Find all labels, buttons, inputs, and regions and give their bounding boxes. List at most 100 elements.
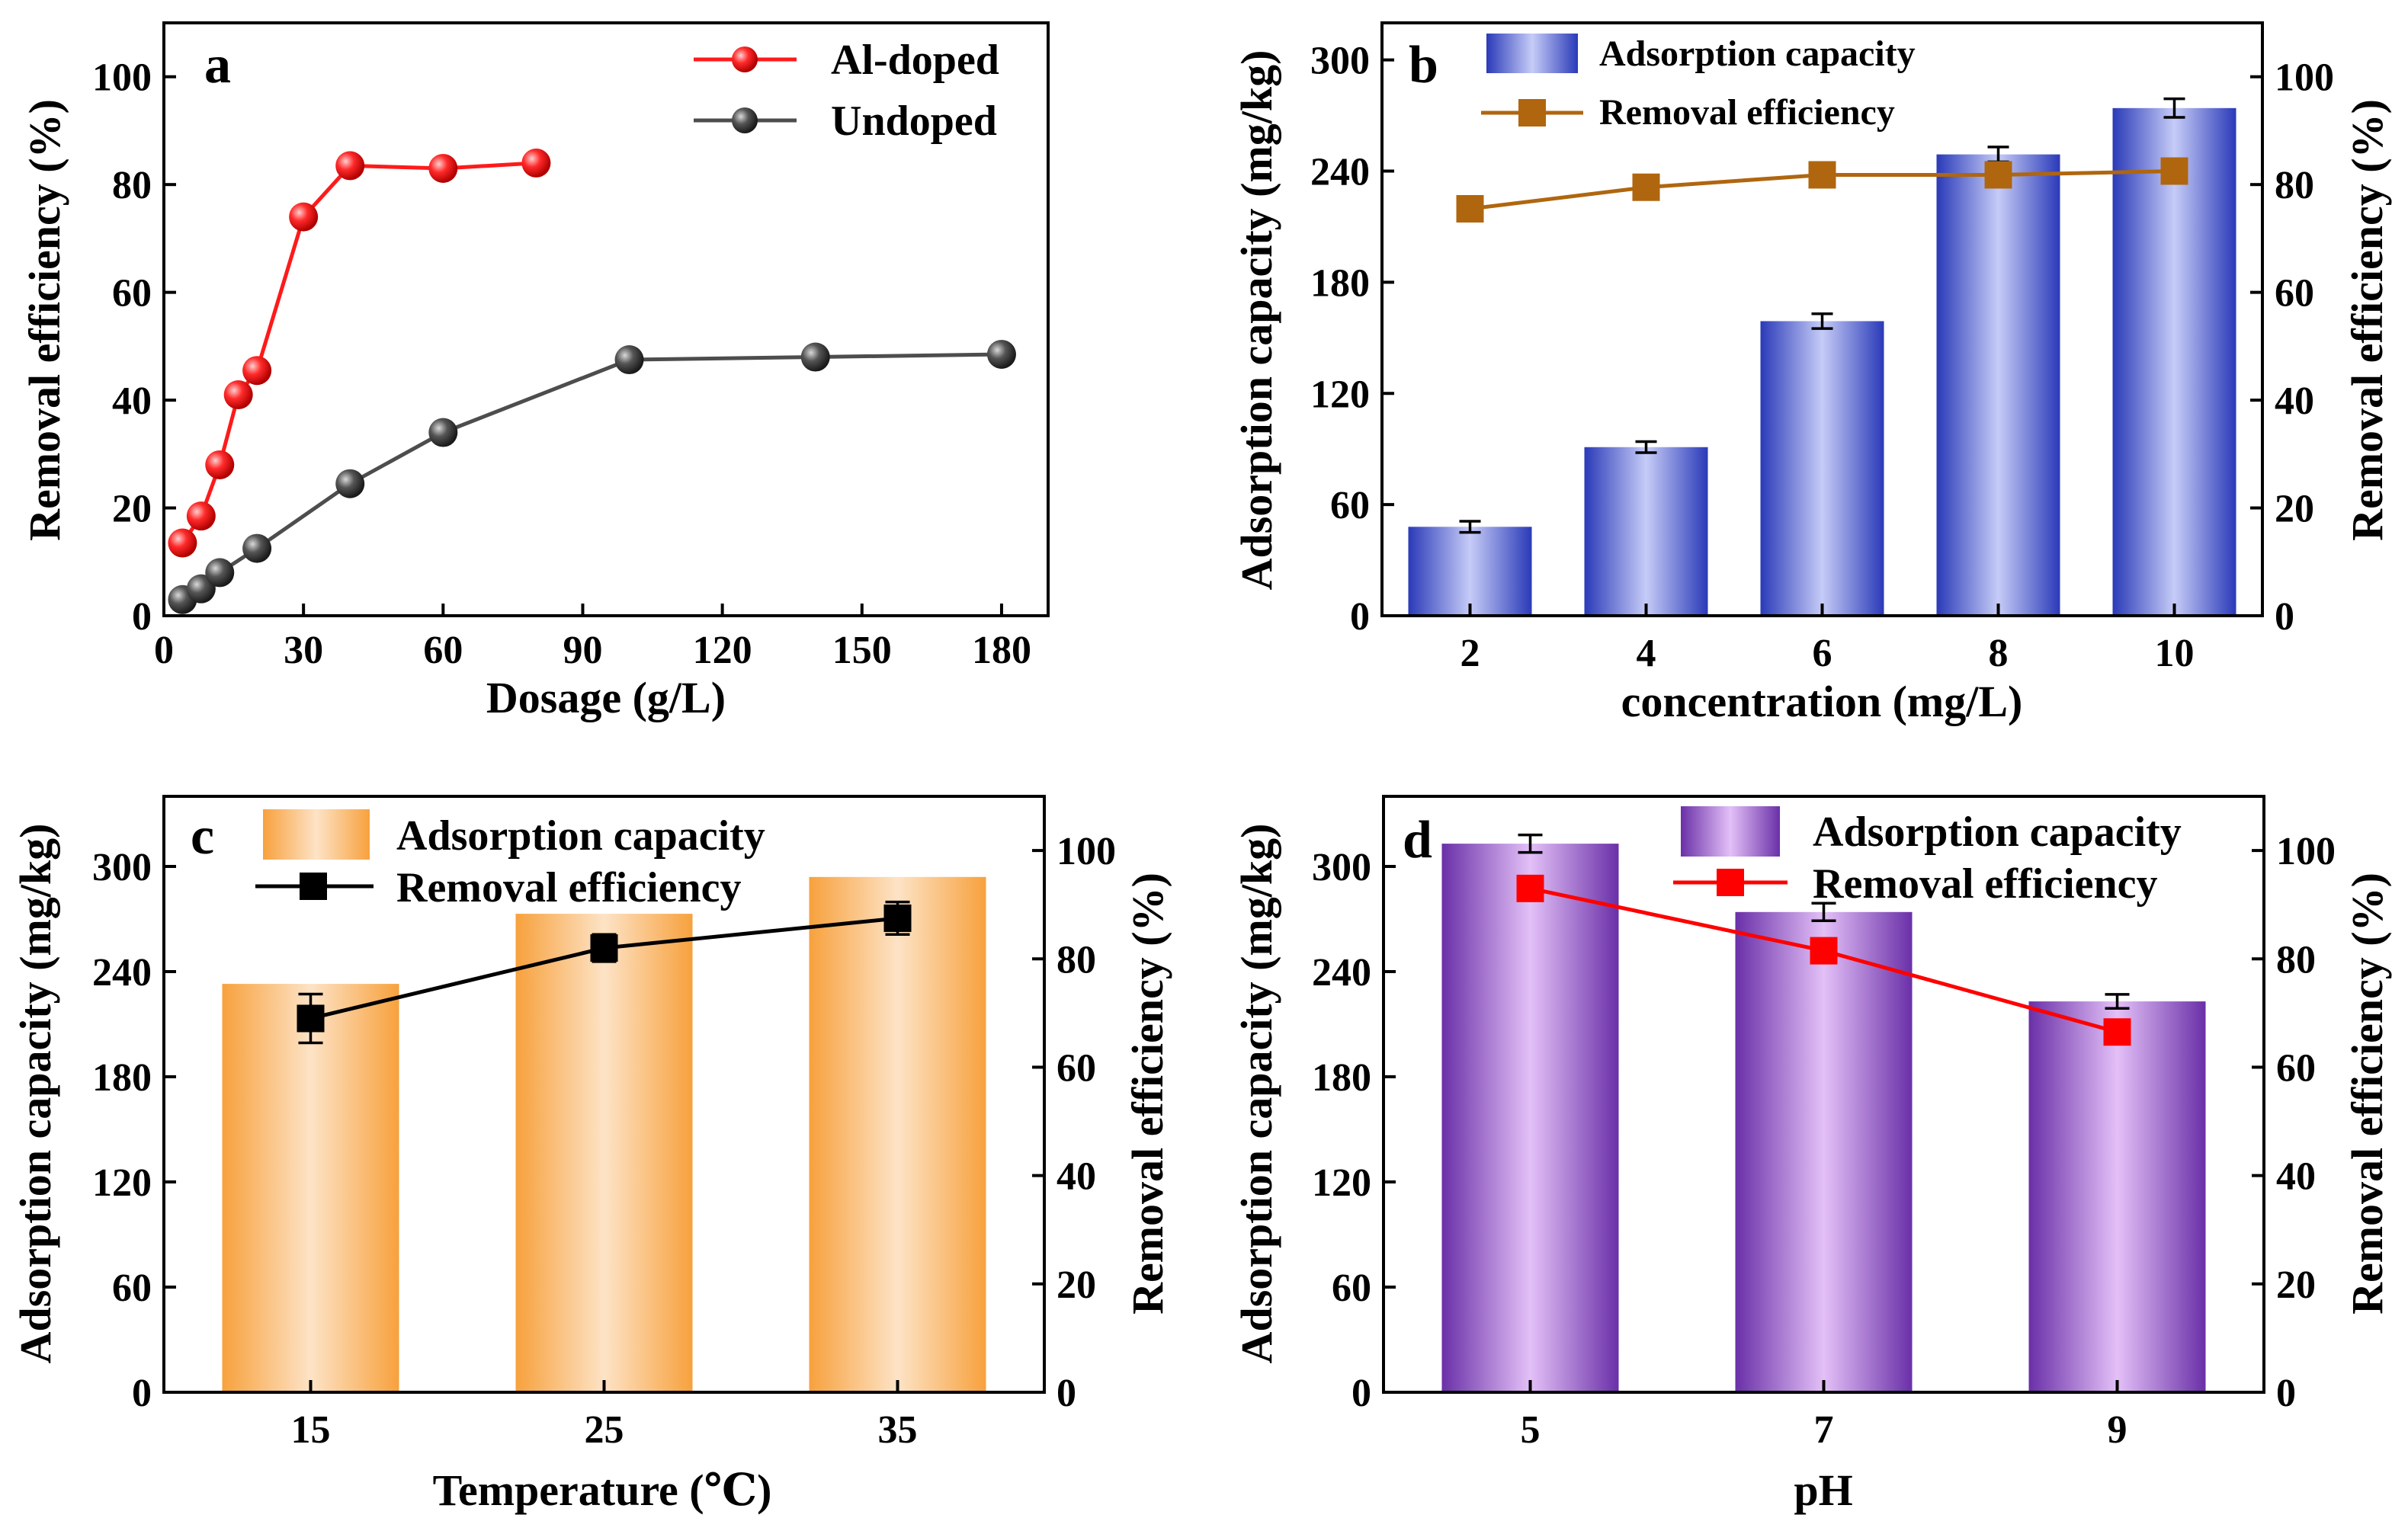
panel-b-efficiency-point [1456, 195, 1484, 223]
panel-b-bar [1760, 321, 1884, 616]
series-undoped-point [335, 469, 365, 498]
legend-al-doped-label: Al-doped [831, 37, 999, 84]
panel-c-y2-tick-label: 80 [1057, 938, 1096, 982]
series-undoped-point [986, 339, 1016, 369]
panel-c-efficiency-point [297, 1004, 325, 1033]
panel-b-bar [1584, 447, 1708, 616]
legend-c-bar-swatch [263, 809, 370, 860]
panel-c-xlabel: Temperature (℃) [433, 1465, 772, 1515]
panel-c-x-tick-label: 35 [878, 1408, 918, 1452]
panel-d-y-tick-label: 300 [1312, 846, 1371, 889]
panel-a-x-tick-label: 120 [693, 629, 752, 672]
panel-b-y-tick-label: 120 [1310, 373, 1370, 416]
panel-a-x-tick-label: 150 [832, 629, 892, 672]
panel-c-ylabel: Adsorption capacity (mg/kg) [11, 824, 60, 1364]
series-al-doped-point [223, 380, 253, 410]
panel-a-y-tick-label: 40 [112, 379, 152, 423]
panel-b-x-tick-label: 8 [1989, 632, 2009, 675]
panel-a-frame [162, 21, 1050, 617]
panel-c-efficiency-point [590, 934, 618, 962]
panel-d-bar [2028, 1001, 2206, 1392]
panel-d: d 5 7 9 0 60 120 180 240 300 0 20 40 60 80 100 pH Ad… [1232, 795, 2392, 1515]
panel-c-y-tick-label: 300 [92, 846, 152, 889]
panel-d-y2-tick-label: 60 [2276, 1046, 2316, 1090]
panel-b-x-ticks: 2 4 6 8 10 [1461, 604, 2195, 675]
panel-a-x-tick-label: 30 [284, 629, 323, 672]
panel-b-x-tick-label: 10 [2155, 632, 2195, 675]
panel-d-label: d [1403, 811, 1432, 869]
panel-a-y-tick-label: 80 [112, 164, 152, 207]
panel-d-y-tick-label: 60 [1332, 1267, 1371, 1310]
panel-a-x-tick-label: 0 [154, 629, 174, 672]
panel-d-y2label: Removal efficiency (%) [2342, 873, 2392, 1315]
legend-b-bar-swatch [1486, 34, 1578, 73]
panel-c-y2-tick-label: 0 [1057, 1372, 1076, 1415]
panel-b-xlabel: concentration (mg/L) [1621, 677, 2023, 726]
legend-undoped-label: Undoped [831, 98, 997, 145]
panel-c-x-tick-label: 15 [291, 1408, 331, 1452]
panel-a-y-tick-label: 100 [92, 56, 152, 100]
panel-c-y-tick-label: 240 [92, 951, 152, 994]
panel-d-xlabel: pH [1794, 1465, 1852, 1515]
panel-c-y-tick-label: 180 [92, 1056, 152, 1100]
panel-c-y2-tick-label: 100 [1057, 830, 1116, 873]
panel-b-plot [1408, 97, 2236, 616]
panel-c-y2-tick-label: 20 [1057, 1263, 1096, 1307]
panel-a-x-ticks: 0 30 60 90 120 150 180 [154, 604, 1031, 672]
panel-c-x-tick-label: 25 [585, 1408, 624, 1452]
series-al-doped-point [168, 528, 197, 558]
panel-c-y2-tick-label: 60 [1057, 1046, 1096, 1090]
panel-c-y2label: Removal efficiency (%) [1123, 873, 1172, 1315]
series-undoped-point [800, 342, 830, 372]
panel-d-y2-tick-label: 20 [2276, 1263, 2316, 1307]
panel-a: a 0 30 60 90 120 150 180 0 20 40 60 80 100 Dosage (… [20, 21, 1050, 722]
panel-d-y2-tick-label: 40 [2276, 1155, 2316, 1199]
panel-a-x-tick-label: 60 [423, 629, 463, 672]
panel-b-bar [2112, 107, 2236, 616]
panel-c-y-tick-label: 0 [132, 1372, 152, 1415]
series-al-doped-point [428, 153, 458, 183]
panel-b-x-tick-label: 4 [1637, 632, 1656, 675]
panel-a-ylabel: Removal efficiency (%) [20, 99, 69, 541]
panel-d-x-tick-label: 7 [1814, 1408, 1834, 1452]
legend-d-line-marker [1717, 869, 1744, 896]
panel-b-y-tick-label: 0 [1350, 595, 1370, 639]
panel-c-bar [809, 876, 986, 1392]
panel-d-ylabel: Adsorption capacity (mg/kg) [1232, 824, 1281, 1364]
series-al-doped-point [186, 501, 216, 531]
panel-d-bar [1735, 911, 1913, 1392]
legend-b-line-marker [1518, 99, 1546, 126]
panel-b-efficiency-point [1632, 173, 1660, 201]
series-undoped-point [205, 558, 235, 588]
panel-d-y-ticks: 0 60 120 180 240 300 [1312, 846, 1396, 1415]
panel-d-efficiency-point [1810, 937, 1838, 965]
panel-d-y-tick-label: 240 [1312, 951, 1371, 994]
panel-b-y2-tick-label: 100 [2275, 56, 2334, 100]
panel-c-y-tick-label: 60 [112, 1267, 152, 1310]
legend-c-line-marker [300, 873, 327, 900]
legend-undoped-marker [732, 107, 758, 133]
panel-c-plot [222, 876, 986, 1392]
panel-b-x-tick-label: 2 [1461, 632, 1480, 675]
panel-b-ylabel: Adsorption capacity (mg/kg) [1232, 50, 1281, 591]
legend-d-line-label: Removal efficiency [1813, 860, 2157, 908]
panel-b-efficiency-point [1984, 161, 2012, 189]
series-al-doped-point [205, 450, 235, 479]
panel-a-y-ticks: 0 20 40 60 80 100 [92, 56, 176, 639]
panel-a-legend: Al-doped Undoped [694, 37, 999, 145]
panel-c-y2-tick-label: 40 [1057, 1155, 1096, 1199]
panel-b-y-tick-label: 240 [1310, 151, 1370, 194]
panel-d-x-tick-label: 5 [1521, 1408, 1541, 1452]
legend-d-bar-swatch [1681, 806, 1780, 857]
panel-d-legend: Adsorption capacity Removal efficiency [1673, 806, 2182, 908]
legend-c-line-label: Removal efficiency [396, 864, 741, 911]
series-undoped-line [181, 352, 1002, 601]
series-al-doped-point [335, 151, 365, 181]
panel-c: c 15 25 35 0 60 120 180 240 300 0 20 40 60 80 100 Te… [11, 795, 1172, 1515]
legend-al-doped-marker [732, 46, 758, 72]
panel-c-efficiency-point [883, 904, 912, 932]
legend-d-bar-label: Adsorption capacity [1813, 809, 2182, 856]
panel-b-y2-tick-label: 20 [2275, 488, 2314, 531]
panel-a-xlabel: Dosage (g/L) [486, 673, 726, 722]
